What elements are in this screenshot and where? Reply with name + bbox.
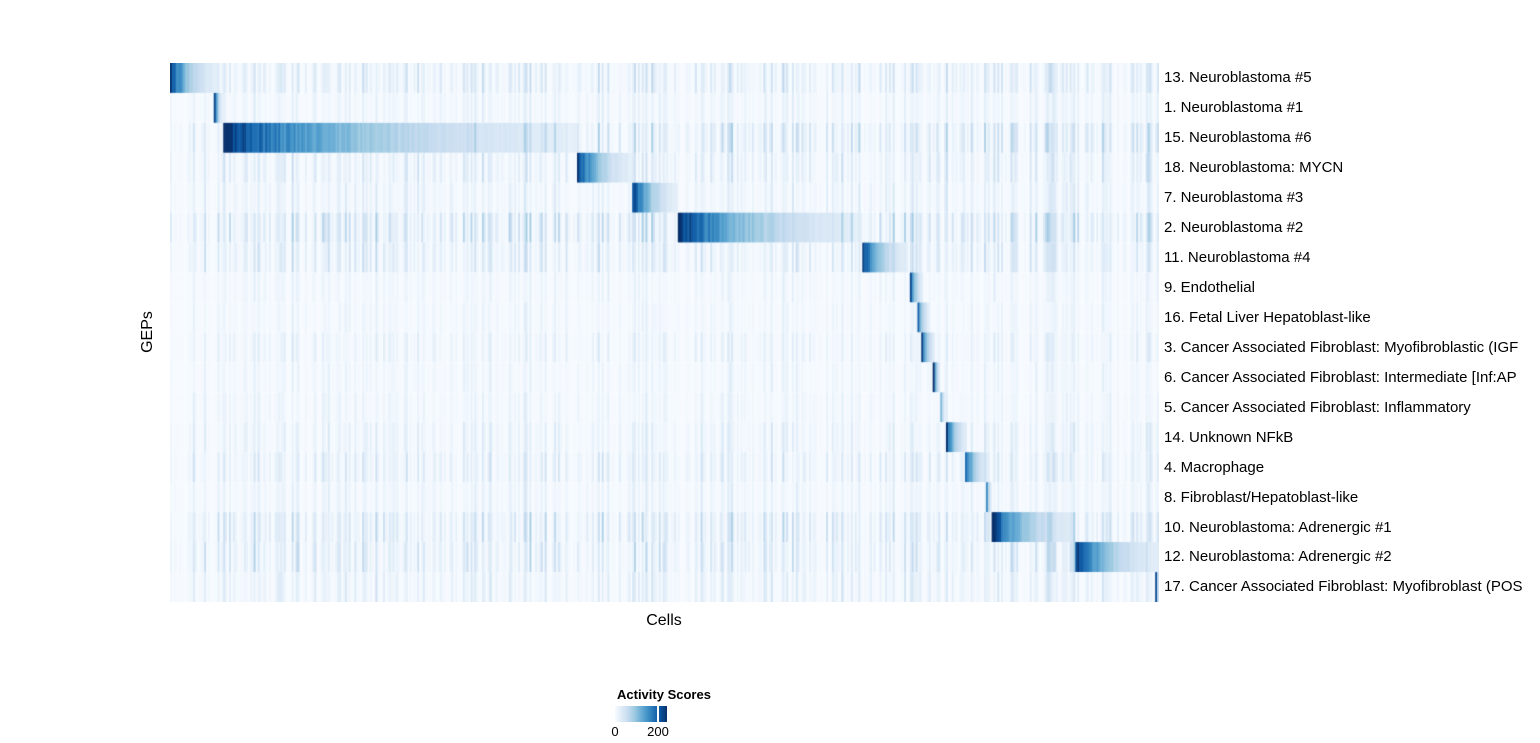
row-label: 18. Neuroblastoma: MYCN: [1164, 159, 1344, 177]
row-label: 11. Neuroblastoma #4: [1164, 249, 1311, 267]
row-label: 13. Neuroblastoma #5: [1164, 69, 1312, 87]
row-labels: 13. Neuroblastoma #5 1. Neuroblastoma #1 1…: [1164, 63, 1540, 602]
row-label: 4. Macrophage: [1164, 458, 1265, 476]
colorbar-tick-mark: [656, 706, 659, 722]
row-label: 6. Cancer Associated Fibroblast: Interme…: [1164, 368, 1517, 386]
legend-tick-label: 200: [647, 724, 669, 739]
row-label: 8. Fibroblast/Hepatoblast-like: [1164, 488, 1359, 506]
x-axis-label: Cells: [646, 612, 682, 629]
row-label: 3. Cancer Associated Fibroblast: Myofibr…: [1164, 338, 1519, 356]
row-label: 17. Cancer Associated Fibroblast: Myofib…: [1164, 578, 1523, 596]
row-label: 9. Endothelial: [1164, 279, 1255, 297]
row-label: 5. Cancer Associated Fibroblast: Inflamm…: [1164, 398, 1471, 416]
row-label: 10. Neuroblastoma: Adrenergic #1: [1164, 518, 1392, 536]
row-label: 14. Unknown NFkB: [1164, 428, 1294, 446]
colorbar-gradient: [615, 706, 667, 722]
row-label: 1. Neuroblastoma #1: [1164, 99, 1304, 117]
row-label: 2. Neuroblastoma #2: [1164, 219, 1304, 237]
row-label: 12. Neuroblastoma: Adrenergic #2: [1164, 548, 1392, 566]
y-axis-label: GEPs: [139, 311, 156, 353]
row-label: 16. Fetal Liver Hepatoblast-like: [1164, 308, 1371, 326]
legend-min-label: 0: [611, 724, 619, 739]
heatmap-canvas: [170, 63, 1159, 602]
row-label: 7. Neuroblastoma #3: [1164, 189, 1304, 207]
row-label: 15. Neuroblastoma #6: [1164, 129, 1312, 147]
legend-title: Activity Scores: [617, 687, 711, 702]
